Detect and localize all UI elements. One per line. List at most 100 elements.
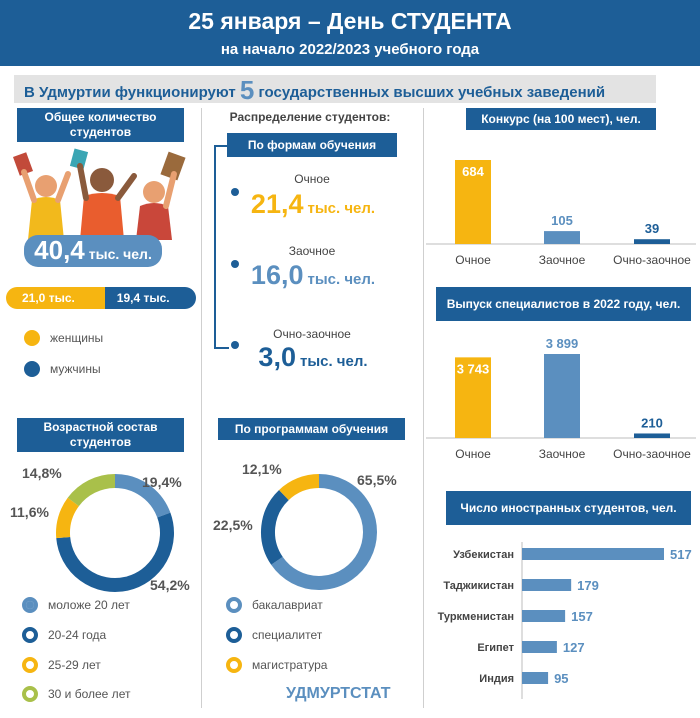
gender-bar-men: 19,4 тыс. (104, 287, 196, 309)
form-value-unit: тыс. чел. (307, 271, 376, 288)
page-subtitle: на начало 2022/2023 учебного года (220, 41, 480, 58)
form-value-number: 21,4 (250, 189, 304, 219)
form-name-fulltime: Очное (294, 172, 330, 186)
column-divider (201, 108, 202, 708)
category-label: Заочное (539, 253, 586, 267)
program-donut-chart (261, 474, 377, 590)
legend-men-dot (24, 361, 40, 377)
bar-2 (522, 579, 572, 591)
category-label: Египет (477, 642, 514, 654)
age-legend-dot (22, 657, 38, 673)
total-value: 40,4 (34, 235, 85, 265)
bar-1 (522, 548, 664, 560)
age-legend-label: 30 и более лет (48, 687, 131, 701)
bar-3 (634, 239, 670, 244)
bar-value-label: 179 (577, 578, 599, 593)
bar-3 (634, 433, 670, 438)
donut-slice-4 (67, 474, 116, 507)
page-header: 25 января – День СТУДЕНТА на начало 2022… (0, 0, 700, 66)
donut-slice-2 (56, 512, 174, 592)
program-chart-title: По программам обучения (218, 418, 405, 440)
bar-4 (522, 641, 557, 653)
bar-value-label: 157 (571, 609, 593, 624)
category-label: Очно-заочное (613, 253, 691, 267)
students-illustration (13, 148, 186, 240)
forms-bracket (214, 145, 239, 349)
age-legend-dot (22, 627, 38, 643)
program-legend-dot (226, 627, 242, 643)
total-label: Общее количество студентов (17, 108, 184, 142)
age-value-label: 19,4% (142, 474, 182, 490)
gender-bar: 21,0 тыс. 19,4 тыс. (6, 287, 196, 309)
column-divider (423, 108, 424, 708)
donut-slice-3 (56, 497, 80, 539)
bar-1 (455, 160, 491, 244)
bar-value-label: 684 (462, 164, 484, 179)
form-value-number: 16,0 (250, 260, 304, 290)
form-value-extramural: 16,0 тыс. чел. (218, 260, 408, 291)
age-donut-chart (56, 474, 174, 592)
program-legend-label: специалитет (252, 628, 323, 642)
banner-prefix: В Удмуртии функционируют (24, 84, 236, 101)
age-chart-title: Возрастной состав студентов (17, 418, 184, 452)
bar-value-label: 127 (563, 640, 585, 655)
program-legend-label: магистратура (252, 658, 328, 672)
competition-bar-chart: 684 Очное 105 Заочное 39 Очно-заочное (426, 160, 696, 267)
program-value-label: 65,5% (357, 472, 397, 488)
category-label: Очное (455, 253, 491, 267)
category-label: Таджикистан (443, 580, 514, 592)
age-value-label: 54,2% (150, 577, 190, 593)
competition-chart-title: Конкурс (на 100 мест), чел. (466, 108, 656, 130)
banner-suffix: государственных высших учебных заведений (258, 84, 606, 101)
form-name-extramural: Заочное (288, 244, 336, 258)
form-value-unit: тыс. чел. (299, 353, 368, 370)
age-legend-label: моложе 20 лет (48, 598, 130, 612)
program-legend-dot (226, 597, 242, 613)
gender-bar-women: 21,0 тыс. (6, 287, 105, 309)
distribution-label: Распределение студентов: (229, 110, 391, 124)
bar-value-label: 39 (645, 221, 659, 236)
form-value-fulltime: 21,4 тыс. чел. (218, 189, 408, 220)
page-title: 25 января – День СТУДЕНТА (188, 8, 512, 34)
legend-women-dot (24, 330, 40, 346)
category-label: Узбекистан (453, 549, 514, 561)
program-legend-dot (226, 657, 242, 673)
category-label: Туркменистан (438, 611, 514, 623)
form-value-number: 3,0 (258, 342, 296, 372)
category-label: Очное (455, 447, 491, 461)
donut-slice-2 (261, 489, 289, 565)
banner-number: 5 (239, 75, 255, 105)
form-value-unit: тыс. чел. (307, 200, 376, 217)
foreign-chart-title: Число иностранных студентов, чел. (446, 491, 691, 525)
total-unit: тыс. чел. (88, 246, 152, 262)
category-label: Индия (479, 673, 514, 685)
bar-value-label: 105 (551, 213, 573, 228)
forms-label: По формам обучения (227, 133, 397, 157)
legend-women-label: женщины (50, 331, 104, 345)
bar-2 (544, 231, 580, 244)
category-label: Очно-заочное (613, 447, 691, 461)
bar-3 (522, 610, 566, 622)
bar-1 (455, 357, 491, 438)
foreign-bar-chart: Узбекистан 517 Таджикистан 179 Туркменистан 1… (438, 542, 692, 699)
footer-brand: УДМУРТСТАТ (286, 685, 391, 702)
bar-5 (522, 672, 549, 684)
total-students-value: 40,4 тыс. чел. (24, 235, 162, 267)
graduates-chart-title: Выпуск специалистов в 2022 году, чел. (436, 287, 691, 321)
donut-slice-1 (114, 474, 171, 518)
legend-men-label: мужчины (50, 362, 101, 376)
institutions-banner: В Удмуртии функционируют 5 государственн… (14, 75, 656, 103)
form-name-parttime: Очно-заочное (273, 327, 351, 341)
program-value-label: 12,1% (242, 461, 282, 477)
donut-slice-1 (271, 474, 377, 590)
program-legend-label: бакалавриат (252, 598, 323, 612)
bar-2 (544, 354, 580, 438)
bar-value-label: 517 (670, 547, 692, 562)
bar-value-label: 3 899 (546, 336, 579, 351)
category-label: Заочное (539, 447, 586, 461)
age-legend-dot (22, 686, 38, 702)
donut-slice-3 (279, 474, 320, 501)
bar-value-label: 3 743 (457, 361, 490, 376)
graduates-bar-chart: 3 743 Очное 3 899 Заочное 210 Очно-заочное (426, 336, 696, 461)
bar-value-label: 210 (641, 415, 663, 430)
